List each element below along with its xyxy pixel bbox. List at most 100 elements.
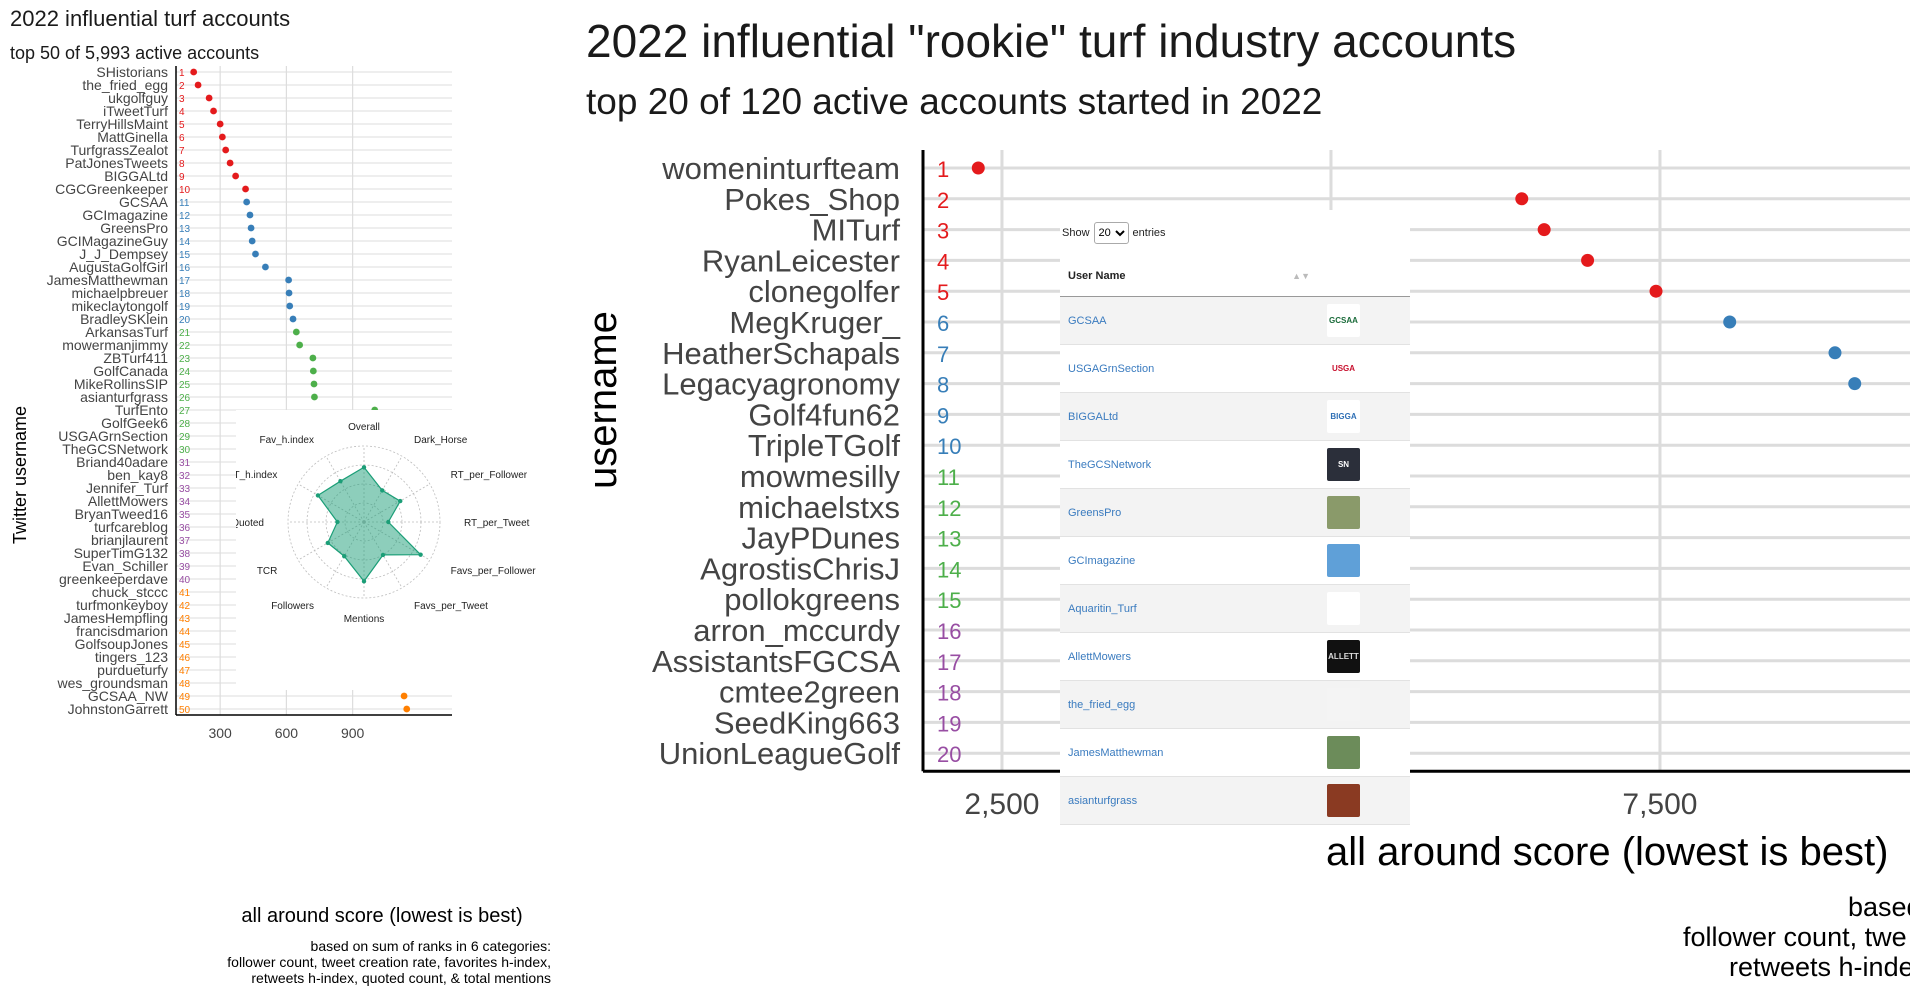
- table-row[interactable]: TheGCSNetwork SN: [1060, 441, 1410, 489]
- right-username-label: clonegolfer: [748, 274, 900, 309]
- right-chart-title: 2022 influential "rookie" turf industry …: [586, 15, 1517, 67]
- profile-avatar: [1327, 784, 1360, 817]
- left-rank-label: 6: [179, 133, 185, 144]
- left-point: [289, 315, 297, 323]
- table-row[interactable]: GCSAA GCSAA: [1060, 297, 1410, 345]
- table-username-link[interactable]: Aquaritin_Turf: [1068, 602, 1137, 615]
- table-row[interactable]: BIGGALtd BIGGA: [1060, 393, 1410, 441]
- left-point: [232, 172, 240, 180]
- table-username-link[interactable]: the_fried_egg: [1068, 698, 1136, 711]
- profile-avatar: [1327, 544, 1360, 577]
- left-username-label: Briand40adare: [76, 454, 168, 470]
- right-username-label: pollokgreens: [724, 582, 900, 617]
- left-point: [194, 81, 202, 89]
- left-chart-subtitle: top 50 of 5,993 active accounts: [10, 43, 260, 63]
- radar-point: [386, 519, 391, 525]
- left-rank-label: 40: [179, 575, 191, 586]
- left-username-label: iTweetTurf: [103, 103, 168, 119]
- left-rank-label: 48: [179, 679, 191, 690]
- right-rank-label: 16: [937, 619, 961, 644]
- left-point: [190, 68, 198, 76]
- table-row[interactable]: USGAGrnSection USGA: [1060, 345, 1410, 393]
- left-username-label: the_fried_egg: [82, 77, 168, 93]
- left-username-label: turfcareblog: [94, 519, 168, 535]
- left-x-axis-label: all around score (lowest is best): [241, 905, 522, 927]
- table-header-user-name[interactable]: User Name ▲▼: [1060, 256, 1410, 297]
- right-rank-label: 17: [937, 650, 961, 675]
- left-username-label: mowermanjimmy: [62, 337, 168, 353]
- left-username-label: GreensPro: [100, 220, 168, 236]
- right-point: [1723, 315, 1737, 329]
- table-row[interactable]: GCImagazine: [1060, 537, 1410, 585]
- table-username-link[interactable]: GCSAA: [1068, 314, 1107, 327]
- radar-axis-label: RT_per_Follower: [451, 470, 528, 481]
- right-x-tick-label: 7,500: [1622, 788, 1697, 821]
- table-row[interactable]: GreensPro: [1060, 489, 1410, 537]
- left-username-label: ben_kay8: [107, 467, 168, 483]
- left-username-label: ArkansasTurf: [85, 324, 168, 340]
- radar-axis-label: RT_per_Tweet: [464, 518, 530, 529]
- table-username-link[interactable]: TheGCSNetwork: [1068, 458, 1152, 471]
- radar-axis-label: Quoted: [236, 518, 264, 529]
- profile-avatar: SN: [1327, 448, 1360, 481]
- table-username-link[interactable]: GreensPro: [1068, 506, 1122, 519]
- profile-avatar: [1327, 496, 1360, 529]
- left-username-label: GCSAA: [119, 194, 169, 210]
- right-rank-label: 19: [937, 711, 961, 736]
- left-point: [205, 94, 213, 102]
- table-username-link[interactable]: AllettMowers: [1068, 650, 1131, 663]
- left-username-label: chuck_stccc: [92, 584, 168, 600]
- right-point: [1848, 377, 1862, 391]
- left-username-label: purdueturfy: [97, 662, 168, 678]
- left-rank-label: 29: [179, 432, 191, 443]
- right-rank-label: 18: [937, 681, 961, 706]
- table-username-link[interactable]: JamesMatthewman: [1068, 746, 1164, 759]
- left-username-label: Evan_Schiller: [82, 558, 168, 574]
- table-username-link[interactable]: GCImagazine: [1068, 554, 1136, 567]
- table-row[interactable]: Aquaritin_Turf: [1060, 585, 1410, 633]
- left-point: [210, 107, 217, 115]
- table-row[interactable]: the_fried_egg: [1060, 681, 1410, 729]
- table-row[interactable]: asianturfgrass: [1060, 777, 1410, 825]
- left-rank-label: 42: [179, 601, 191, 612]
- right-rank-label: 9: [937, 403, 949, 428]
- right-point: [1581, 253, 1595, 267]
- table-header-label: User Name: [1068, 270, 1126, 282]
- left-rank-label: 8: [179, 159, 185, 170]
- left-rank-label: 20: [179, 315, 191, 326]
- left-username-label: TurfgrassZealot: [70, 142, 168, 158]
- left-rank-label: 22: [179, 341, 191, 352]
- table-row[interactable]: JamesMatthewman: [1060, 729, 1410, 777]
- right-username-label: Pokes_Shop: [724, 182, 900, 217]
- profile-avatar: [1327, 592, 1360, 625]
- table-username-link[interactable]: asianturfgrass: [1068, 794, 1138, 807]
- left-username-label: mikeclaytongolf: [72, 298, 169, 314]
- profile-avatar: BIGGA: [1327, 400, 1360, 433]
- left-rank-label: 34: [179, 497, 191, 508]
- entries-select[interactable]: 20: [1093, 222, 1129, 244]
- radar-axis-label: Favs_per_Tweet: [414, 601, 488, 612]
- sort-icon[interactable]: ▲▼: [1292, 271, 1310, 281]
- table-row[interactable]: AllettMowers ALLETT: [1060, 633, 1410, 681]
- left-rank-label: 1: [179, 68, 185, 79]
- profile-avatar: [1327, 736, 1360, 769]
- left-username-label: tingers_123: [95, 649, 168, 665]
- table-username-link[interactable]: USGAGrnSection: [1068, 362, 1155, 375]
- radar-chart: Overall Dark_Horse RT_per_Follower RT_per_T…: [236, 410, 566, 690]
- left-rank-label: 2: [179, 81, 185, 92]
- table-username-link[interactable]: BIGGALtd: [1068, 410, 1119, 423]
- left-x-tick-label: 900: [341, 725, 365, 741]
- right-caption-line-2: follower count, twe: [1683, 922, 1907, 952]
- left-caption-line-3: retweets h-index, quoted count, & total …: [251, 970, 551, 986]
- right-username-label: Legacyagronomy: [662, 367, 900, 402]
- left-point: [242, 185, 249, 193]
- left-username-label: MattGinella: [97, 129, 168, 145]
- left-chart-title: 2022 influential turf accounts: [10, 6, 291, 31]
- left-rank-label: 15: [179, 250, 191, 261]
- left-point: [309, 367, 317, 375]
- left-rank-label: 28: [179, 419, 191, 430]
- right-username-label: MegKruger_: [729, 305, 900, 340]
- profile-avatar: GCSAA: [1327, 304, 1360, 337]
- left-point: [248, 237, 256, 245]
